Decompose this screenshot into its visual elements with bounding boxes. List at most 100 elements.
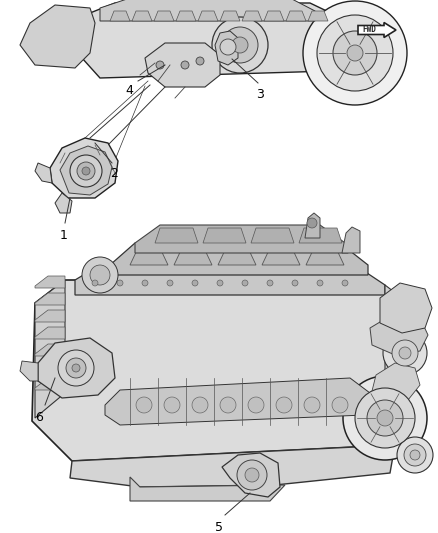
Circle shape [72, 364, 80, 372]
Circle shape [237, 460, 267, 490]
Polygon shape [35, 310, 65, 322]
Polygon shape [308, 11, 328, 21]
Polygon shape [306, 248, 344, 265]
Polygon shape [370, 313, 428, 355]
Circle shape [82, 257, 118, 293]
Circle shape [212, 17, 268, 73]
Circle shape [248, 397, 264, 413]
Circle shape [217, 280, 223, 286]
Polygon shape [105, 378, 370, 425]
Circle shape [307, 218, 317, 228]
Polygon shape [203, 228, 246, 243]
Circle shape [90, 265, 110, 285]
Circle shape [317, 15, 393, 91]
Circle shape [220, 39, 236, 55]
Circle shape [332, 397, 348, 413]
Circle shape [392, 340, 418, 366]
Circle shape [156, 61, 164, 69]
Text: 4: 4 [125, 84, 133, 97]
Circle shape [245, 468, 259, 482]
Circle shape [136, 397, 152, 413]
Circle shape [276, 397, 292, 413]
Polygon shape [262, 248, 300, 265]
Polygon shape [35, 280, 65, 418]
Circle shape [377, 410, 393, 426]
Circle shape [404, 444, 426, 466]
Polygon shape [145, 43, 220, 87]
Polygon shape [264, 11, 284, 21]
Polygon shape [176, 11, 196, 21]
Circle shape [222, 27, 258, 63]
Text: FWD: FWD [362, 26, 376, 35]
Polygon shape [20, 361, 38, 381]
Circle shape [342, 280, 348, 286]
Polygon shape [55, 193, 72, 213]
FancyArrow shape [358, 22, 396, 37]
Circle shape [117, 280, 123, 286]
Polygon shape [130, 248, 168, 265]
Circle shape [192, 280, 198, 286]
Polygon shape [100, 0, 315, 21]
Text: 1: 1 [60, 229, 68, 242]
Circle shape [267, 280, 273, 286]
Polygon shape [35, 327, 65, 339]
Polygon shape [35, 276, 65, 288]
Circle shape [355, 388, 415, 448]
Circle shape [196, 57, 204, 65]
Polygon shape [222, 453, 280, 497]
Polygon shape [154, 11, 174, 21]
Polygon shape [385, 285, 415, 413]
Circle shape [232, 37, 248, 53]
Polygon shape [70, 445, 395, 487]
Polygon shape [75, 265, 385, 295]
Circle shape [142, 280, 148, 286]
Polygon shape [305, 213, 320, 238]
Polygon shape [20, 5, 95, 68]
Polygon shape [251, 228, 294, 243]
Circle shape [220, 397, 236, 413]
Text: 6: 6 [35, 411, 43, 424]
Circle shape [410, 450, 420, 460]
Polygon shape [198, 11, 218, 21]
Polygon shape [35, 163, 52, 183]
Polygon shape [372, 363, 420, 403]
Circle shape [303, 1, 407, 105]
Polygon shape [35, 361, 65, 373]
Circle shape [66, 358, 86, 378]
Polygon shape [35, 344, 65, 356]
Circle shape [77, 162, 95, 180]
Polygon shape [132, 11, 152, 21]
Polygon shape [38, 338, 115, 398]
Circle shape [58, 350, 94, 386]
Circle shape [181, 61, 189, 69]
Circle shape [317, 280, 323, 286]
Polygon shape [32, 280, 415, 461]
Text: 2: 2 [110, 167, 118, 180]
Polygon shape [299, 228, 342, 243]
Polygon shape [215, 31, 238, 65]
Circle shape [397, 437, 433, 473]
Polygon shape [35, 293, 65, 305]
Text: 3: 3 [256, 88, 264, 101]
Polygon shape [242, 11, 262, 21]
Polygon shape [60, 146, 112, 195]
Polygon shape [110, 243, 368, 275]
Polygon shape [220, 11, 240, 21]
Circle shape [82, 167, 90, 175]
Circle shape [192, 397, 208, 413]
Circle shape [347, 45, 363, 61]
Circle shape [343, 376, 427, 460]
Circle shape [92, 280, 98, 286]
Circle shape [164, 397, 180, 413]
Circle shape [399, 347, 411, 359]
Polygon shape [35, 378, 65, 390]
Polygon shape [218, 248, 256, 265]
Circle shape [367, 400, 403, 436]
Polygon shape [130, 477, 285, 501]
Polygon shape [286, 11, 306, 21]
Polygon shape [50, 138, 118, 198]
Polygon shape [380, 283, 432, 333]
Circle shape [242, 280, 248, 286]
Circle shape [333, 31, 377, 75]
Circle shape [167, 280, 173, 286]
